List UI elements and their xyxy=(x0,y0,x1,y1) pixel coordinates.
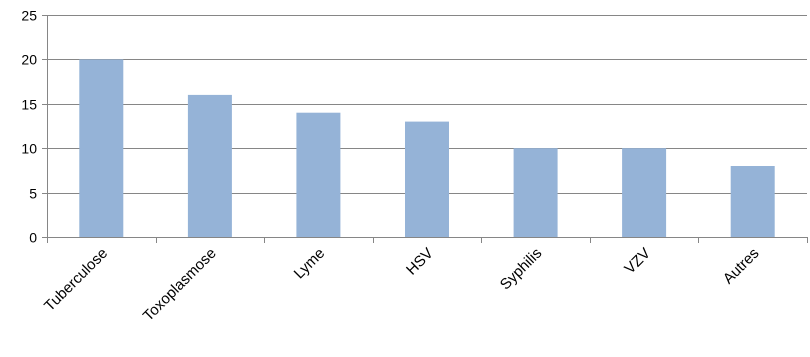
bar xyxy=(187,94,232,238)
y-tick-label: 5 xyxy=(29,186,37,202)
x-tick-label: HSV xyxy=(403,245,437,279)
axes xyxy=(42,15,808,243)
bar xyxy=(730,166,775,237)
bars xyxy=(79,59,775,238)
y-tick-label: 0 xyxy=(29,230,37,246)
x-tick-label: Autres xyxy=(720,245,763,288)
x-tick-label: Toxoplasmose xyxy=(140,245,220,325)
x-tick-label: Lyme xyxy=(291,245,329,283)
bar xyxy=(513,148,558,237)
y-tick-label: 20 xyxy=(21,52,37,68)
y-tick-label: 15 xyxy=(21,97,37,113)
y-tick-label: 10 xyxy=(21,141,37,157)
bar xyxy=(622,148,667,237)
x-tick-label: VZV xyxy=(621,245,654,278)
bar xyxy=(79,59,124,238)
y-tick-labels: 0 5 10 15 20 25 xyxy=(21,8,37,246)
x-tick-label: Syphilis xyxy=(497,245,546,294)
y-tick-label: 25 xyxy=(21,8,37,24)
x-tick-label: Tuberculose xyxy=(41,245,111,315)
x-tick-labels: Tuberculose Toxoplasmose Lyme HSV Syphilis VZ… xyxy=(41,245,762,325)
bar xyxy=(405,121,449,237)
bar xyxy=(296,112,341,237)
gridlines xyxy=(47,15,807,194)
